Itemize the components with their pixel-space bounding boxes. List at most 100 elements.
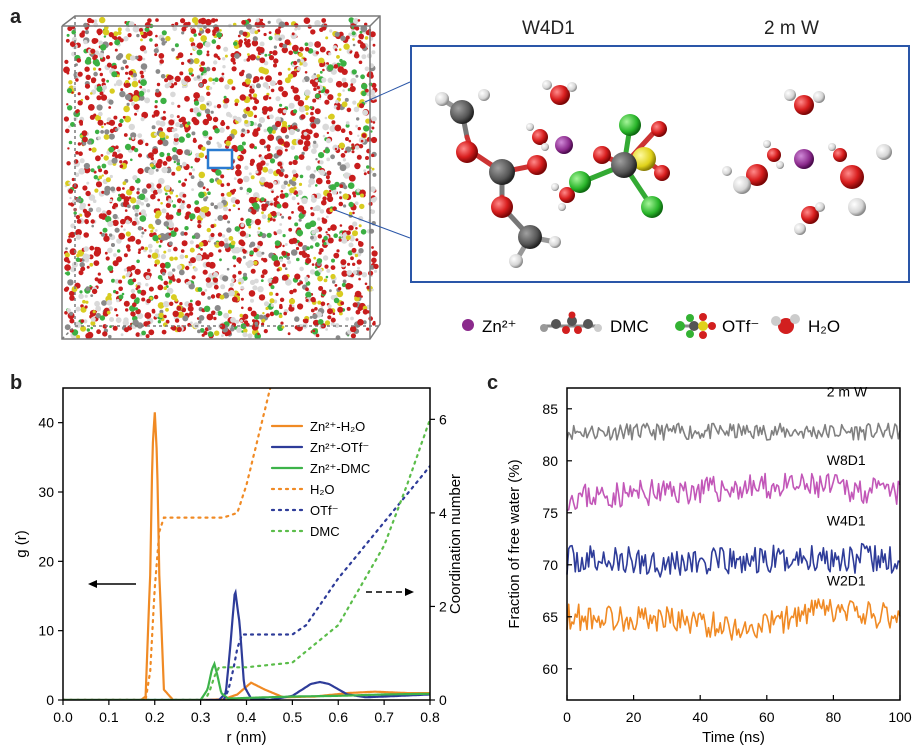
atom (176, 278, 181, 283)
atom (157, 140, 162, 145)
atom (313, 257, 316, 260)
atom (143, 58, 146, 61)
atom (324, 100, 329, 105)
atom (224, 84, 229, 89)
atom (221, 183, 225, 187)
atom (302, 107, 305, 110)
atom (87, 266, 90, 269)
atom (113, 214, 118, 219)
atom (112, 205, 116, 209)
atom (298, 242, 303, 247)
atom (349, 243, 354, 248)
y-tick-label: 60 (542, 661, 558, 677)
atom (134, 90, 139, 95)
atom (190, 248, 195, 253)
x-tick-label: 0.6 (329, 709, 349, 725)
atom (120, 88, 123, 91)
atom (371, 258, 377, 264)
atom (141, 331, 146, 336)
atom (130, 293, 136, 299)
atom (246, 73, 252, 79)
atom (254, 134, 256, 136)
atom (68, 182, 71, 185)
atom (85, 295, 88, 298)
atom (310, 112, 314, 116)
atom (175, 298, 178, 301)
atom (288, 51, 293, 56)
atom (315, 94, 320, 99)
atom (359, 61, 363, 65)
atom (311, 309, 315, 313)
atom (166, 213, 169, 216)
atom (315, 266, 318, 269)
atom (93, 72, 98, 77)
atom (317, 217, 320, 220)
atom (314, 170, 317, 173)
atom (137, 290, 141, 294)
atom (350, 50, 352, 52)
atom (167, 82, 171, 86)
x-tick-label: 80 (826, 709, 842, 725)
series-line-3 (63, 373, 430, 700)
atom (107, 293, 111, 297)
atom (244, 120, 248, 124)
atom (170, 114, 174, 118)
atom (327, 228, 330, 231)
atom (261, 279, 264, 282)
atom (190, 300, 193, 303)
atom (253, 93, 257, 97)
solvation-structure-zoom (410, 45, 910, 283)
atom (79, 120, 83, 124)
atom (183, 194, 187, 198)
atom (278, 72, 282, 76)
atom (187, 121, 191, 125)
atom (270, 158, 275, 163)
atom (220, 295, 225, 300)
atom (226, 227, 231, 232)
atom (115, 49, 118, 52)
water-molecule-icon (771, 314, 800, 334)
atom (217, 104, 221, 108)
atom (80, 158, 85, 163)
atom (128, 71, 133, 76)
atom (247, 260, 254, 267)
atom (77, 219, 82, 224)
atom (245, 42, 251, 48)
atom (177, 327, 182, 332)
atom (202, 130, 208, 136)
atom (135, 269, 141, 275)
atom (255, 30, 259, 34)
atom (69, 295, 75, 301)
atom (355, 254, 358, 257)
atom (123, 181, 127, 185)
atom (294, 95, 301, 102)
atom (116, 80, 123, 87)
atom (168, 271, 173, 276)
atom (275, 96, 280, 101)
atom (107, 221, 113, 227)
atom (268, 21, 271, 24)
atom (326, 276, 329, 279)
atom (339, 48, 342, 51)
atom (81, 319, 85, 323)
atom (342, 78, 347, 83)
atom (154, 48, 159, 53)
atom (232, 274, 236, 278)
atom (83, 232, 89, 238)
atom (201, 73, 204, 76)
atom (171, 102, 174, 105)
atom (346, 230, 351, 235)
atom (167, 153, 170, 156)
atom (226, 126, 230, 130)
atom (231, 241, 236, 246)
atom (261, 252, 264, 255)
atom (322, 290, 327, 295)
atom (240, 218, 243, 221)
atom (99, 41, 103, 45)
atom (144, 229, 147, 232)
atom (184, 149, 190, 155)
atom (192, 235, 196, 239)
atom (194, 33, 197, 36)
atom (117, 31, 121, 35)
atom (184, 179, 187, 182)
